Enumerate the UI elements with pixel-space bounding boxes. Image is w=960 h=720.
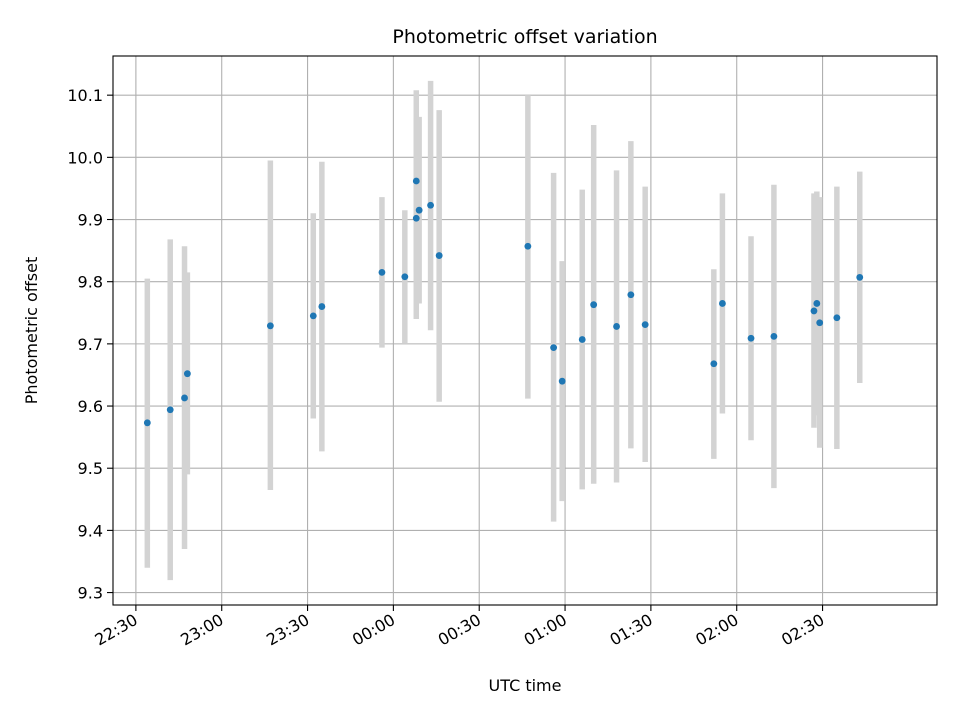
data-point — [641, 321, 649, 328]
y-tick-label: 10.0 — [67, 148, 103, 167]
data-point — [856, 273, 864, 281]
data-point — [578, 336, 586, 343]
data-point — [181, 394, 188, 402]
data-point — [627, 291, 635, 299]
data-point — [816, 319, 824, 327]
data-point — [719, 300, 726, 307]
data-point — [415, 206, 423, 214]
data-point — [183, 370, 191, 378]
data-point — [524, 242, 532, 250]
data-point — [427, 201, 434, 209]
y-tick-label: 9.3 — [78, 584, 103, 603]
y-tick-label: 9.6 — [78, 397, 103, 416]
data-points — [143, 177, 864, 427]
plot-frame — [112, 55, 938, 606]
data-point — [412, 177, 420, 185]
data-point — [166, 406, 174, 414]
data-point — [747, 334, 755, 342]
y-tick-label: 10.1 — [67, 86, 103, 105]
y-axis-label: Photometric offset — [22, 257, 41, 405]
y-tick-label: 9.7 — [78, 335, 103, 354]
data-point — [810, 307, 818, 315]
data-point — [266, 322, 274, 330]
data-point — [309, 312, 317, 320]
data-point — [435, 252, 443, 259]
data-point — [558, 377, 566, 385]
data-point — [143, 419, 151, 427]
y-tick-label: 9.9 — [78, 211, 103, 230]
data-point — [378, 268, 386, 276]
data-point — [833, 314, 841, 322]
chart-title: Photometric offset variation — [392, 26, 657, 48]
y-tick-label: 9.4 — [78, 521, 103, 540]
data-point — [770, 333, 778, 340]
data-point — [710, 360, 718, 368]
data-point — [401, 273, 409, 281]
data-point — [613, 323, 620, 330]
y-tick-label: 9.8 — [78, 273, 103, 292]
y-tick-label: 9.5 — [78, 459, 103, 478]
data-point — [550, 344, 558, 351]
data-point — [813, 300, 821, 307]
grid — [113, 56, 937, 605]
data-point — [590, 301, 598, 309]
data-point — [412, 214, 420, 222]
x-axis-label: UTC time — [489, 676, 562, 695]
y-axis-ticks: 9.3 9.4 9.5 9.6 9.7 9.8 9.9 10.0 10.1 — [67, 86, 113, 603]
data-point — [318, 303, 326, 310]
